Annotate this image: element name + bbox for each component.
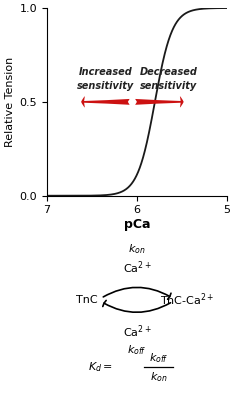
Text: Increased: Increased bbox=[78, 68, 132, 78]
Text: Ca$^{2+}$: Ca$^{2+}$ bbox=[123, 259, 151, 276]
Text: TnC-Ca$^{2+}$: TnC-Ca$^{2+}$ bbox=[160, 292, 215, 308]
Text: Decreased: Decreased bbox=[139, 68, 197, 78]
Text: sensitivity: sensitivity bbox=[140, 81, 197, 91]
X-axis label: pCa: pCa bbox=[124, 218, 150, 231]
Text: $k_{off}$: $k_{off}$ bbox=[149, 351, 168, 365]
Text: $k_{on}$: $k_{on}$ bbox=[150, 370, 167, 384]
Text: sensitivity: sensitivity bbox=[77, 81, 134, 91]
Text: $k_{on}$: $k_{on}$ bbox=[128, 242, 146, 256]
Text: $k_{off}$: $k_{off}$ bbox=[127, 344, 147, 358]
Text: $K_d =$: $K_d =$ bbox=[88, 360, 113, 374]
Y-axis label: Relative Tension: Relative Tension bbox=[5, 57, 15, 147]
Text: Ca$^{2+}$: Ca$^{2+}$ bbox=[123, 324, 151, 340]
Text: TnC: TnC bbox=[76, 295, 97, 305]
